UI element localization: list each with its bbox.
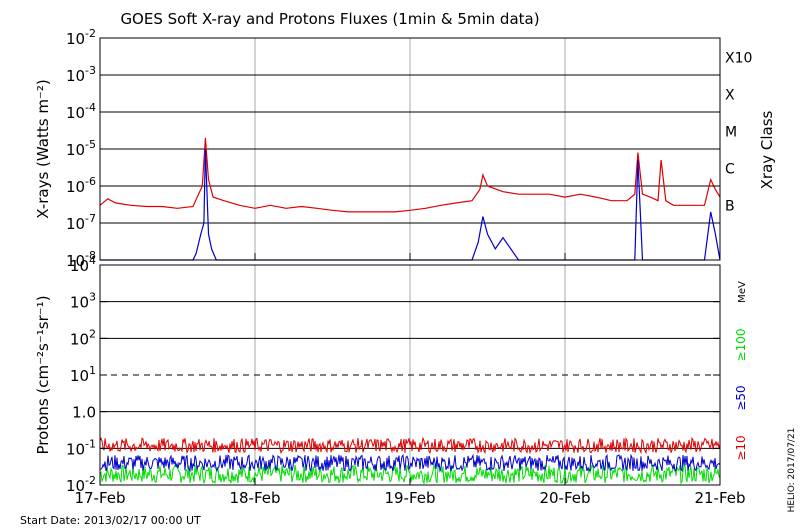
proton-y-ticks: 10-2 10-1 1.0 101 102 103 104 <box>66 254 720 495</box>
xray-tick-label: 10-5 <box>66 138 96 159</box>
xray-class-labels: B C M X X10 <box>725 51 752 215</box>
proton-tick-label: 104 <box>70 254 96 275</box>
xray-panel: 10-8 10-7 10-6 10-5 10-4 10-3 10-2 B C M X X10 X-r… <box>34 27 776 270</box>
xray-tick-label: 10-8 <box>66 249 96 270</box>
start-date: Start Date: 2013/02/17 00:00 UT <box>20 514 201 527</box>
xray-grid <box>100 38 720 260</box>
xray-series-long <box>99 137 721 213</box>
xray-class-label: B <box>725 199 735 215</box>
proton-series-0 <box>99 463 721 485</box>
proton-tick-label: 10-1 <box>66 437 96 458</box>
xray-class-label: X <box>725 88 735 104</box>
proton-series-1 <box>99 453 721 473</box>
proton-tick-label: 10-2 <box>66 474 96 495</box>
xray-class-axis-label: Xray Class <box>758 110 776 189</box>
credit-label: HELIO: 2017/07/21 <box>787 428 797 513</box>
x-tick-label: 18-Feb <box>229 489 280 507</box>
proton-tick-label: 101 <box>70 364 96 385</box>
proton-tick-label: 1.0 <box>72 404 96 422</box>
x-tick-label: 17-Feb <box>74 489 125 507</box>
xray-tick-label: 10-6 <box>66 175 96 196</box>
proton-ylabel: Protons (cm⁻²s⁻¹sr⁻¹) <box>34 295 52 454</box>
proton-tick-label: 103 <box>70 291 96 312</box>
xray-tick-label: 10-7 <box>66 212 96 233</box>
xray-tick-label: 10-3 <box>66 64 96 85</box>
proton-series-2 <box>99 436 721 455</box>
proton-series <box>99 436 721 485</box>
proton-unit-label: MeV <box>737 281 748 303</box>
chart-title: GOES Soft X-ray and Protons Fluxes (1min… <box>120 10 539 28</box>
xray-class-label: M <box>725 125 737 141</box>
legend-ge50: ≥50 <box>734 385 748 410</box>
xray-y-ticks: 10-8 10-7 10-6 10-5 10-4 10-3 10-2 <box>66 27 720 270</box>
legend-ge100: ≥100 <box>734 329 748 362</box>
xray-class-label: X10 <box>725 51 752 67</box>
legend-ge10: ≥10 <box>734 435 748 460</box>
x-tick-label: 20-Feb <box>539 489 590 507</box>
xray-tick-label: 10-4 <box>66 101 96 122</box>
xray-class-label: C <box>725 162 735 178</box>
x-tick-label: 19-Feb <box>384 489 435 507</box>
xray-ylabel: X-rays (Watts m⁻²) <box>34 79 52 218</box>
proton-panel: 10-2 10-1 1.0 101 102 103 104 Protons (cm⁻²s⁻¹… <box>34 254 748 495</box>
proton-tick-label: 102 <box>70 327 96 348</box>
proton-grid <box>100 265 720 485</box>
xray-tick-label: 10-2 <box>66 27 96 48</box>
x-axis-ticks: 17-Feb 18-Feb 19-Feb 20-Feb 21-Feb <box>74 253 746 507</box>
x-tick-label: 21-Feb <box>694 489 745 507</box>
